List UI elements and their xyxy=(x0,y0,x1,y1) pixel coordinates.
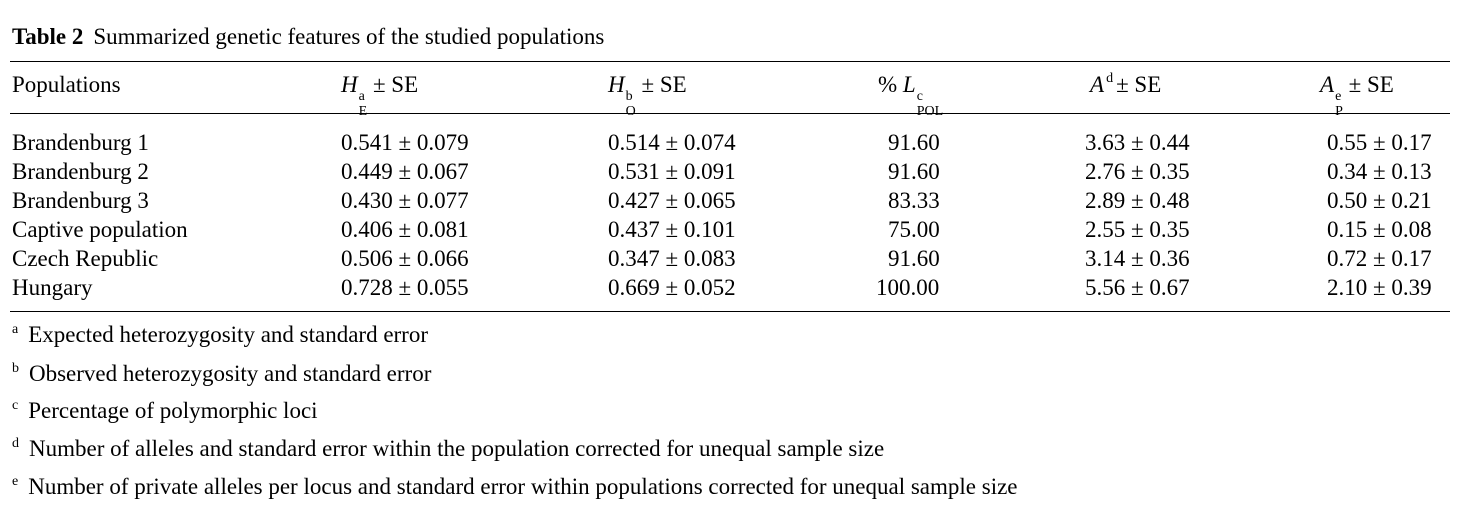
cell-lpol: 91.60 xyxy=(888,130,940,155)
cell-population: Brandenburg 1 xyxy=(12,130,149,155)
cell-ap: 0.34 ± 0.13 xyxy=(1327,159,1432,184)
header-ap-symbol: A xyxy=(1320,72,1335,97)
cell-he: 0.728 ± 0.055 xyxy=(341,275,469,300)
table-row: Czech Republic 0.506 ± 0.066 0.347 ± 0.0… xyxy=(0,247,1471,276)
table-row: Brandenburg 3 0.430 ± 0.077 0.427 ± 0.06… xyxy=(0,189,1471,218)
header-ap-sup: e xyxy=(1335,89,1342,104)
table-label: Table 2 xyxy=(12,24,84,49)
cell-a: 3.63 ± 0.44 xyxy=(1085,130,1190,155)
cell-a: 3.14 ± 0.36 xyxy=(1085,246,1190,271)
footnote-mark: b xyxy=(12,361,19,376)
table-row: Captive population 0.406 ± 0.081 0.437 ±… xyxy=(0,218,1471,247)
cell-ho: 0.427 ± 0.065 xyxy=(608,188,736,213)
cell-ap: 0.55 ± 0.17 xyxy=(1327,130,1432,155)
header-rule xyxy=(10,113,1450,114)
header-lpol-symbol: L xyxy=(902,72,916,97)
bottom-rule xyxy=(10,311,1450,312)
cell-he: 0.541 ± 0.079 xyxy=(341,130,469,155)
cell-ap: 0.72 ± 0.17 xyxy=(1327,246,1432,271)
header-ap-sub: P xyxy=(1335,103,1343,119)
footnote-text: Observed heterozygosity and standard err… xyxy=(29,361,432,386)
footnote-text: Number of private alleles per locus and … xyxy=(28,474,1018,499)
footnote: e Number of private alleles per locus and… xyxy=(12,474,1018,500)
table-caption: Table 2 Summarized genetic features of th… xyxy=(12,24,604,50)
footnote-text: Percentage of polymorphic loci xyxy=(28,398,318,423)
cell-ap: 0.50 ± 0.21 xyxy=(1327,188,1432,213)
cell-lpol: 83.33 xyxy=(888,188,940,213)
footnote-mark: e xyxy=(12,474,19,489)
top-rule xyxy=(10,61,1450,62)
header-he-sub: E xyxy=(358,103,368,119)
header-ap-suffix: ± SE xyxy=(1348,72,1394,97)
cell-he: 0.406 ± 0.081 xyxy=(341,217,469,242)
cell-a: 2.89 ± 0.48 xyxy=(1085,188,1190,213)
table-title: Summarized genetic features of the studi… xyxy=(93,24,605,49)
cell-a: 2.55 ± 0.35 xyxy=(1085,217,1190,242)
cell-he: 0.430 ± 0.077 xyxy=(341,188,469,213)
header-ho-sup: b xyxy=(625,89,633,104)
cell-population: Brandenburg 3 xyxy=(12,188,149,213)
cell-ho: 0.669 ± 0.052 xyxy=(608,275,736,300)
footnote: b Observed heterozygosity and standard er… xyxy=(12,361,431,387)
footnote-mark: a xyxy=(12,322,19,337)
header-he-symbol: H xyxy=(341,72,358,97)
header-ho-suffix: ± SE xyxy=(641,72,687,97)
header-lpol-sub: POL xyxy=(916,103,944,119)
header-ho-symbol: H xyxy=(608,72,625,97)
footnote-text: Expected heterozygosity and standard err… xyxy=(28,322,429,347)
cell-a: 2.76 ± 0.35 xyxy=(1085,159,1190,184)
cell-lpol: 91.60 xyxy=(888,159,940,184)
table-row: Brandenburg 1 0.541 ± 0.079 0.514 ± 0.07… xyxy=(0,131,1471,160)
header-populations: Populations xyxy=(12,72,121,97)
cell-population: Brandenburg 2 xyxy=(12,159,149,184)
header-a-sup: d xyxy=(1106,71,1114,86)
footnote: c Percentage of polymorphic loci xyxy=(12,398,318,424)
cell-ap: 0.15 ± 0.08 xyxy=(1327,217,1432,242)
cell-population: Captive population xyxy=(12,217,188,242)
cell-ho: 0.347 ± 0.083 xyxy=(608,246,736,271)
cell-ho: 0.437 ± 0.101 xyxy=(608,217,736,242)
cell-population: Czech Republic xyxy=(12,246,159,271)
header-a-symbol: A xyxy=(1090,72,1105,97)
footnote: a Expected heterozygosity and standard er… xyxy=(12,322,428,348)
cell-population: Hungary xyxy=(12,275,93,300)
cell-ho: 0.514 ± 0.074 xyxy=(608,130,736,155)
cell-lpol: 91.60 xyxy=(888,246,940,271)
cell-ho: 0.531 ± 0.091 xyxy=(608,159,736,184)
cell-he: 0.506 ± 0.066 xyxy=(341,246,469,271)
header-a-suffix: ± SE xyxy=(1116,72,1162,97)
header-lpol-sup: c xyxy=(916,89,923,104)
footnote-text: Number of alleles and standard error wit… xyxy=(29,436,885,461)
cell-he: 0.449 ± 0.067 xyxy=(341,159,469,184)
cell-lpol: 100.00 xyxy=(876,275,940,300)
table-row: Hungary 0.728 ± 0.055 0.669 ± 0.052 100.… xyxy=(0,276,1471,305)
cell-a: 5.56 ± 0.67 xyxy=(1085,275,1190,300)
header-lpol-prefix: % xyxy=(878,72,898,97)
footnote-mark: c xyxy=(12,398,19,413)
header-he-suffix: ± SE xyxy=(372,72,419,97)
cell-ap: 2.10 ± 0.39 xyxy=(1327,275,1432,300)
header-he-sup: a xyxy=(358,89,365,104)
header-ho-sub: O xyxy=(625,103,636,119)
cell-lpol: 75.00 xyxy=(888,217,940,242)
footnote-mark: d xyxy=(12,436,19,451)
table-row: Brandenburg 2 0.449 ± 0.067 0.531 ± 0.09… xyxy=(0,160,1471,189)
footnote: d Number of alleles and standard error wi… xyxy=(12,436,884,462)
